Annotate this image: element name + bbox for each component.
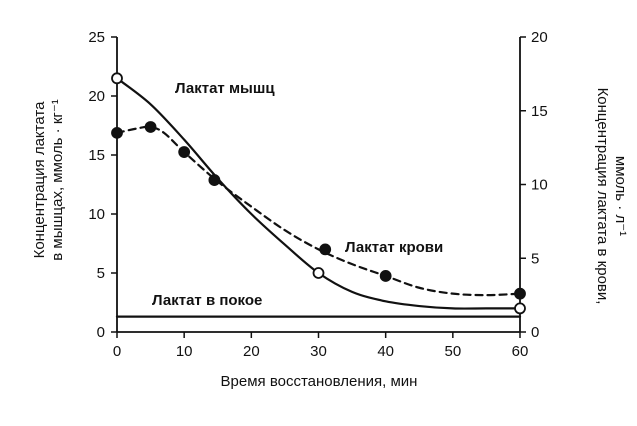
y-left-axis-title-line2: в мышцах, ммоль · кг⁻¹ [49,99,66,261]
y-left-tick-label: 10 [88,206,105,223]
y-right-axis-title-line2: ммоль · л⁻¹ [612,156,629,236]
series-1-point-6 [514,287,526,300]
annotation-muscle-lactate: Лактат мышц [175,80,275,97]
y-left-tick-label: 15 [88,147,105,164]
series-1-point-5 [379,270,392,282]
series-layer [115,77,522,318]
x-tick-label: 0 [113,343,121,360]
series-1-point-3 [208,174,221,186]
y-left-tick-label: 25 [88,29,105,46]
y-left-tick-label: 20 [88,88,105,105]
x-axis-title: Время восстановления, мин [221,373,418,390]
labels-layer: Лактат мышц Лактат крови Лактат в покое … [31,80,629,390]
series-1-point-2 [178,146,191,158]
annotation-blood-lactate: Лактат крови [345,239,443,256]
x-tick-label: 20 [243,343,260,360]
series-0-point-1 [312,267,325,279]
y-right-tick-label: 10 [531,177,548,194]
series-1-point-1 [144,121,157,133]
series-1-point-4 [319,243,332,256]
y-right-tick-label: 5 [531,250,539,267]
y-left-tick-label: 5 [97,265,105,282]
markers-layer [111,72,526,315]
annotation-rest-lactate: Лактат в покое [152,292,262,309]
y-right-tick-label: 15 [531,103,548,120]
series-1-point-0 [111,126,123,139]
y-right-tick-label: 20 [531,29,548,46]
x-tick-label: 10 [176,343,193,360]
series-0-point-0 [111,72,123,85]
y-right-axis-title-line1: Концентрация лактата в крови, [594,88,611,305]
x-tick-label: 30 [310,343,327,360]
x-tick-label: 60 [512,343,529,360]
y-left-axis-title-line1: Концентрация лактата [31,101,48,258]
x-tick-label: 40 [377,343,394,360]
y-right-tick-label: 0 [531,324,539,341]
x-tick-label: 50 [444,343,461,360]
y-left-tick-label: 0 [97,324,105,341]
series-0-point-2 [514,302,526,315]
